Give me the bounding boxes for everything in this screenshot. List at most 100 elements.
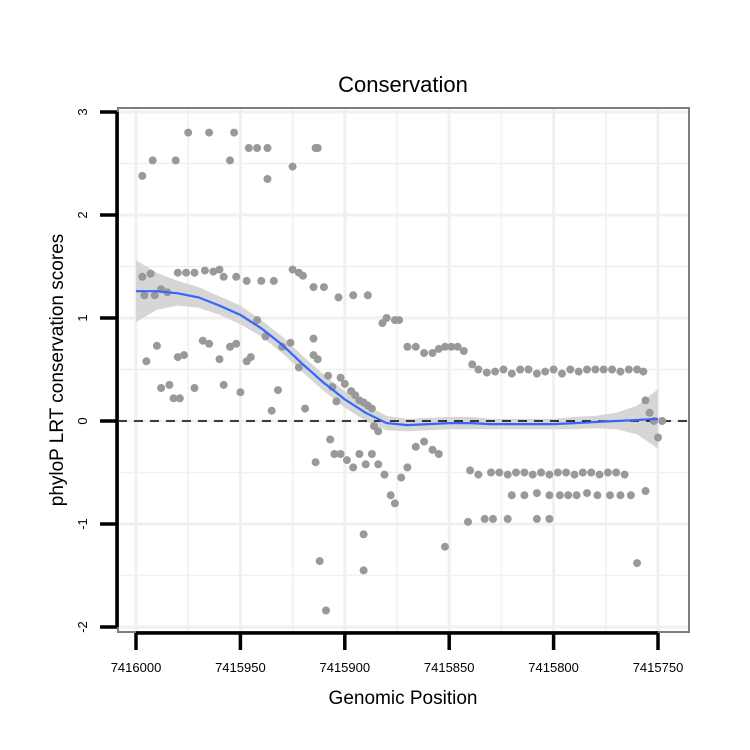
data-point [336,373,345,382]
data-point [236,388,245,397]
data-point [434,344,443,353]
data-point [645,408,654,417]
data-point [263,175,272,183]
data-point [313,355,322,364]
data-point [480,514,489,523]
data-point [267,406,276,415]
data-point [142,357,151,366]
data-point [520,468,529,477]
data-point [616,491,625,500]
data-point [311,144,320,152]
data-point [587,468,596,477]
data-point [572,491,581,500]
data-point [253,316,262,325]
data-point [374,427,383,436]
data-point [532,369,541,378]
data-point [232,339,241,348]
data-point [157,384,166,392]
data-point [380,470,389,479]
data-point [482,368,491,377]
data-point [301,404,310,413]
data-point [507,369,516,378]
y-axis-label: phyloP LRT conservation scores [47,234,68,507]
data-point [528,470,537,479]
data-point [545,491,554,500]
data-point [205,128,214,137]
data-point [570,470,579,479]
data-point [253,144,262,152]
data-point [165,380,174,389]
data-point [532,514,541,523]
data-point [182,268,191,277]
data-point [541,367,550,376]
data-point [349,463,358,472]
data-point [148,156,157,165]
data-point [633,559,642,568]
data-point [434,450,443,458]
data-point [491,367,500,376]
data-point [603,468,612,477]
data-point [620,470,629,479]
data-point [342,456,351,465]
data-point [626,491,635,500]
data-point [658,417,667,425]
data-point [363,291,372,300]
data-point [545,514,554,523]
data-point [190,268,199,277]
data-point [367,450,376,458]
data-point [367,404,376,413]
data-point [503,470,512,479]
scatter-points [138,128,667,615]
data-point [200,266,209,275]
data-point [555,491,564,500]
data-point [516,365,525,374]
x-tick-label: 7415850 [424,660,475,675]
data-point [246,353,255,362]
data-point [591,365,600,374]
data-point [599,365,608,374]
data-point [537,468,546,477]
data-point [184,128,193,137]
data-point [428,445,437,454]
x-tick-label: 7415750 [633,660,684,675]
data-point [612,468,621,477]
data-point [447,342,456,351]
data-point [395,316,404,325]
data-point [278,342,287,351]
x-tick-label: 7416000 [111,660,162,675]
data-point [639,367,648,376]
data-point [466,466,475,475]
data-point [566,365,575,374]
data-point [319,283,328,292]
data-point [138,171,147,180]
data-point [219,272,228,281]
data-point [441,542,449,551]
data-point [274,386,282,395]
chart-title: Conservation [338,72,468,97]
data-point [428,349,437,357]
data-point [489,514,497,523]
data-point [403,463,412,472]
data-point [226,156,234,165]
data-point [286,338,295,347]
data-point [374,460,383,469]
data-point [520,491,529,500]
data-point [549,365,558,374]
data-point [411,342,420,351]
data-point [624,365,633,374]
data-point [315,557,324,566]
data-point [205,339,214,348]
data-point [215,355,224,364]
data-point [474,365,483,374]
data-point [198,336,207,345]
data-point [336,450,345,458]
data-point [583,489,591,498]
y-tick-label: -2 [75,621,90,633]
data-point [226,342,234,351]
y-axis: -2 -1 0 1 2 3 [75,108,119,633]
data-point [257,276,266,285]
data-point [146,269,155,278]
data-point [595,470,604,479]
data-point [359,566,368,575]
y-tick-label: 2 [75,211,90,218]
